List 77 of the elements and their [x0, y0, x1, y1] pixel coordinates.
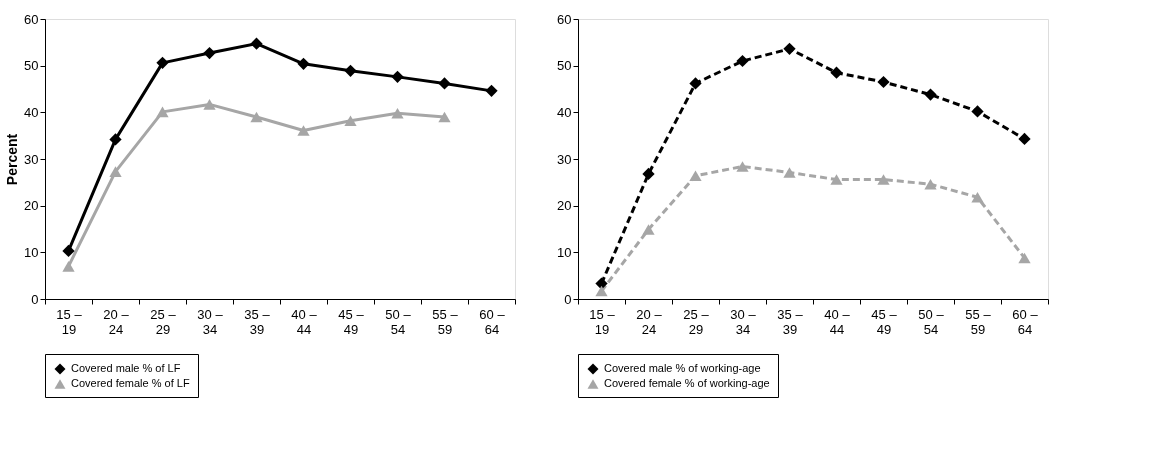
point — [783, 42, 796, 55]
x-tick-label: 55 – 59 — [432, 306, 459, 337]
y-tick-label: 60 — [557, 11, 572, 27]
x-tick-label: 15 – 19 — [589, 306, 616, 337]
point — [391, 107, 404, 119]
point — [830, 66, 843, 79]
point — [689, 170, 702, 182]
point — [109, 133, 122, 146]
point — [203, 46, 216, 60]
x-tick-label: 60 – 64 — [479, 306, 506, 337]
x-tick-label: 60 – 64 — [1012, 306, 1039, 337]
point — [642, 224, 655, 235]
point — [971, 191, 984, 203]
x-tick-label: 15 – 19 — [56, 306, 83, 337]
point — [783, 167, 796, 178]
y-tick-label: 10 — [557, 244, 572, 260]
x-tick-label: 40 – 44 — [824, 306, 851, 337]
point — [156, 106, 169, 118]
point — [595, 285, 608, 297]
y-tick-label: 0 — [564, 291, 572, 307]
legend-label: Covered male % of working-age — [604, 362, 761, 374]
point — [1018, 252, 1031, 264]
y-tick-label: 60 — [24, 11, 39, 27]
point — [924, 88, 937, 101]
x-tick-label: 50 – 54 — [918, 306, 945, 337]
x-tick-label: 30 – 34 — [197, 306, 224, 337]
x-tick-label: 45 – 49 — [871, 306, 898, 337]
point — [62, 261, 75, 272]
point — [156, 56, 169, 69]
legend-label: Covered female % of LF — [71, 377, 190, 389]
x-tick-label: 25 – 29 — [150, 306, 177, 337]
x-tick-label: 30 – 34 — [730, 306, 757, 337]
point — [877, 75, 890, 89]
x-tick-label: 25 – 29 — [683, 306, 710, 337]
y-tick-label: 50 — [24, 58, 39, 74]
x-tick-label: 20 – 24 — [103, 306, 130, 337]
x-tick-label: 35 – 39 — [244, 306, 271, 337]
y-tick-label: 30 — [557, 151, 572, 167]
point — [485, 84, 498, 97]
point — [203, 99, 216, 110]
x-tick-label: 55 – 59 — [965, 306, 992, 337]
x-tick-label: 40 – 44 — [291, 306, 318, 337]
x-tick-label: 50 – 54 — [385, 306, 412, 337]
y-tick-label: 50 — [557, 58, 572, 74]
point — [438, 77, 451, 90]
point — [736, 54, 749, 68]
y-tick-label: 40 — [24, 104, 39, 120]
y-tick-label: 0 — [31, 291, 39, 307]
point — [830, 174, 843, 185]
x-tick-label: 45 – 49 — [338, 306, 365, 337]
y-tick-label: 40 — [557, 104, 572, 120]
point — [924, 178, 937, 190]
point — [344, 64, 357, 77]
x-tick-label: 35 – 39 — [777, 306, 804, 337]
point — [297, 57, 310, 70]
legend-label: Covered female % of working-age — [604, 377, 770, 389]
point — [297, 125, 310, 136]
point — [62, 244, 75, 258]
point — [642, 167, 655, 181]
point — [689, 77, 702, 90]
point — [250, 111, 263, 123]
y-tick-label: 20 — [24, 198, 39, 214]
y-tick-label: 10 — [24, 244, 39, 260]
legend-label: Covered male % of LF — [71, 362, 181, 374]
point — [109, 166, 122, 177]
point — [1018, 132, 1031, 146]
point — [438, 111, 451, 123]
point — [344, 115, 357, 127]
x-tick-label: 20 – 24 — [636, 306, 663, 337]
point — [971, 105, 984, 118]
y-tick-label: 20 — [557, 198, 572, 214]
y-axis-title: Percent — [4, 133, 21, 186]
point — [736, 161, 749, 172]
y-tick-label: 30 — [24, 151, 39, 167]
point — [250, 37, 263, 50]
point — [877, 174, 890, 185]
point — [391, 70, 404, 83]
